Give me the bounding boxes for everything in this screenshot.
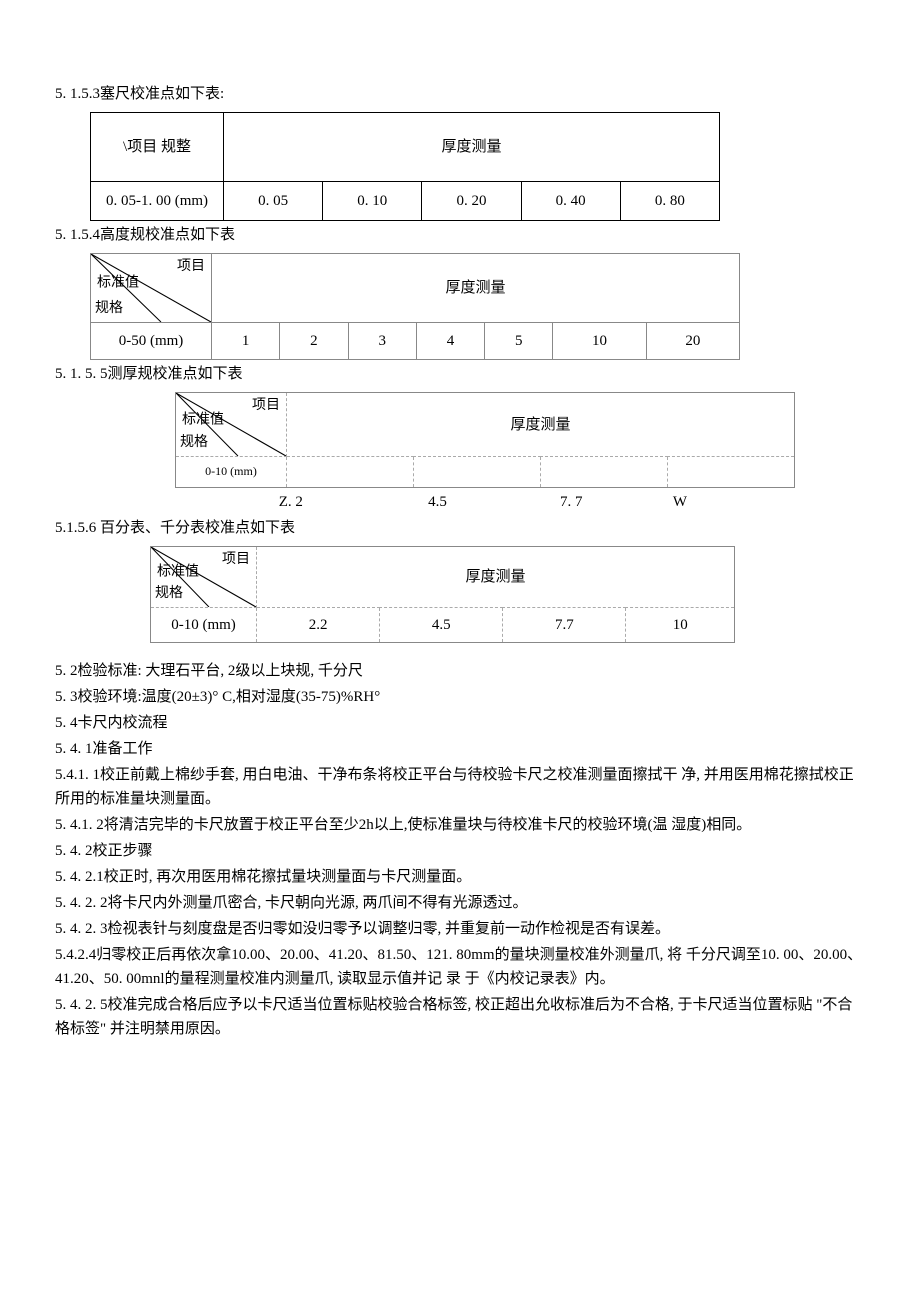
t3-diag-mid: 标准值 — [182, 409, 224, 431]
t3-c4 — [667, 457, 794, 488]
heading-5156: 5.1.5.6 百分表、千分表校准点如下表 — [55, 516, 865, 540]
t4-row-label: 0-10 (mm) — [151, 608, 257, 643]
p5411: 5.4.1. 1校正前戴上棉纱手套, 用白电油、干净布条将校正平台与待校验卡尺之… — [55, 763, 865, 811]
t1-v0: 0. 05 — [224, 182, 323, 221]
table-5153: \项目 规整 厚度测量 0. 05-1. 00 (mm) 0. 05 0. 10… — [90, 112, 720, 221]
t1-v3: 0. 40 — [521, 182, 620, 221]
t4-header-right: 厚度测量 — [257, 547, 735, 608]
p5421: 5. 4. 2.1校正时, 再次用医用棉花擦拭量块测量面与卡尺测量面。 — [55, 865, 865, 889]
p5412: 5. 4.1. 2将清洁完毕的卡尺放置于校正平台至少2h以上,使标准量块与待校准… — [55, 813, 865, 837]
t3-row-label: 0-10 (mm) — [176, 457, 287, 488]
heading-5153: 5. 1.5.3塞尺校准点如下表: — [55, 82, 865, 106]
t1-row-label: 0. 05-1. 00 (mm) — [91, 182, 224, 221]
t2-diag-bot: 规格 — [95, 298, 123, 320]
p541: 5. 4. 1准备工作 — [55, 737, 865, 761]
t3-diag-bot: 规格 — [180, 432, 208, 454]
t2-v2: 3 — [348, 323, 416, 360]
t1-header-left: \项目 规整 — [91, 113, 224, 182]
t4-diag-cell: 项目 标准值 规格 — [151, 547, 257, 608]
table-5154: 项目 标准值 规格 厚度测量 0-50 (mm) 1 2 3 4 5 10 20 — [90, 253, 740, 360]
t3-diag-cell: 项目 标准值 规格 — [176, 393, 287, 457]
p5424: 5.4.2.4归零校正后再依次拿10.00、20.00、41.20、81.50、… — [55, 943, 865, 991]
p54: 5. 4卡尺内校流程 — [55, 711, 865, 735]
t3-ext-v3: 7. 7 — [506, 490, 636, 514]
t2-header-right: 厚度测量 — [212, 254, 740, 323]
heading-5154: 5. 1.5.4高度规校准点如下表 — [55, 223, 865, 247]
table-5156: 项目 标准值 规格 厚度测量 0-10 (mm) 2.2 4.5 7.7 10 — [150, 546, 735, 643]
t3-c1 — [287, 457, 414, 488]
p53: 5. 3校验环境:温度(20±3)° C,相对湿度(35-75)%RH° — [55, 685, 865, 709]
t2-v1: 2 — [280, 323, 348, 360]
t1-header-right: 厚度测量 — [224, 113, 720, 182]
p5423: 5. 4. 2. 3检视表针与刻度盘是否归零如没归零予以调整归零, 并重复前一动… — [55, 917, 865, 941]
t4-diag-top: 项目 — [222, 549, 250, 571]
t2-v0: 1 — [212, 323, 280, 360]
t2-v5: 10 — [553, 323, 646, 360]
table-5155: 项目 标准值 规格 厚度测量 0-10 (mm) — [175, 392, 795, 488]
t1-v2: 0. 20 — [422, 182, 521, 221]
t2-v6: 20 — [646, 323, 739, 360]
t3-diag-top: 项目 — [252, 395, 280, 417]
t2-diag-cell: 项目 标准值 规格 — [91, 254, 212, 323]
p542: 5. 4. 2校正步骤 — [55, 839, 865, 863]
t3-c2 — [413, 457, 540, 488]
t2-v3: 4 — [416, 323, 484, 360]
t3-ext-v2: 4.5 — [373, 490, 503, 514]
t4-v3: 10 — [626, 608, 735, 643]
t3-ext-row: Z. 2 4.5 7. 7 W — [175, 490, 865, 514]
t4-v2: 7.7 — [503, 608, 626, 643]
t3-header-right: 厚度测量 — [287, 393, 795, 457]
t4-diag-bot: 规格 — [155, 583, 183, 605]
p5425: 5. 4. 2. 5校准完成合格后应予以卡尺适当位置标贴校验合格标签, 校正超出… — [55, 993, 865, 1041]
heading-5155: 5. 1. 5. 5测厚规校准点如下表 — [55, 362, 865, 386]
t3-c3 — [540, 457, 667, 488]
p52: 5. 2检验标准: 大理石平台, 2级以上块规, 千分尺 — [55, 659, 865, 683]
t4-v0: 2.2 — [257, 608, 380, 643]
t2-row-label: 0-50 (mm) — [91, 323, 212, 360]
t4-diag-mid: 标准值 — [157, 561, 199, 583]
t2-diag-top: 项目 — [177, 256, 205, 278]
t4-v1: 4.5 — [380, 608, 503, 643]
t3-ext-v1: Z. 2 — [279, 490, 369, 514]
t3-ext-v4: W — [640, 490, 720, 514]
t2-v4: 5 — [485, 323, 553, 360]
t1-v1: 0. 10 — [323, 182, 422, 221]
t1-v4: 0. 80 — [620, 182, 719, 221]
t2-diag-mid: 标准值 — [97, 272, 139, 294]
p5422: 5. 4. 2. 2将卡尺内外测量爪密合, 卡尺朝向光源, 两爪间不得有光源透过… — [55, 891, 865, 915]
